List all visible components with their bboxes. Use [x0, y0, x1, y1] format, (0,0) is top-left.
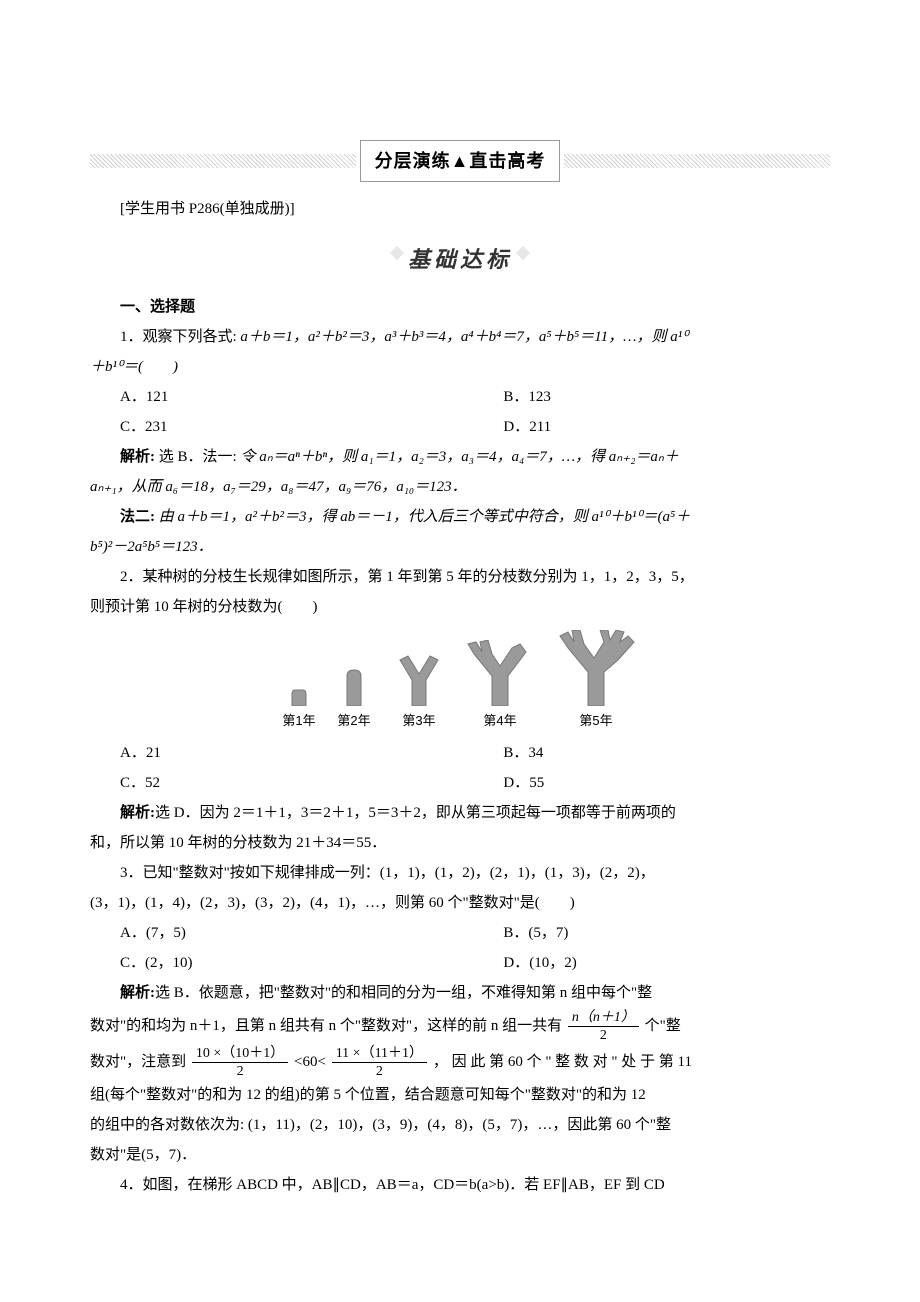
q3-ans-p3a: 数对"，注意到: [90, 1054, 186, 1070]
q2-answer-label: 解析:: [120, 805, 155, 821]
tree-icon-3: [392, 650, 446, 706]
q3-ans-p2a: 数对"的和均为 n＋1，且第 n 组共有 n 个"整数对"，这样的前 n 组一共…: [90, 1018, 562, 1034]
q3-choice-d: D．(10，2): [503, 948, 830, 978]
tree-label-2: 第2年: [334, 708, 374, 734]
q3-choices-row2: C．(2，10) D．(10，2): [120, 948, 830, 978]
q3-explain-2: 数对"的和均为 n＋1，且第 n 组共有 n 个"整数对"，这样的前 n 组一共…: [90, 1008, 830, 1044]
q3-frac2-den: 2: [192, 1063, 288, 1079]
q2-choice-a: A．21: [120, 738, 503, 768]
q1-m2-line1: 由 a＋b＝1，a²＋b²＝3，得 ab＝－1，代入后三个等式中符合，则 a¹⁰…: [155, 509, 690, 525]
section-heading: 一、选择题: [90, 292, 830, 322]
tree-label-3: 第3年: [392, 708, 446, 734]
q1-stem-math: a＋b＝1，a²＋b²＝3，a³＋b³＝4，a⁴＋b⁴＝7，a⁵＋b⁵＝11，……: [240, 329, 688, 345]
q2-stem-line2: 则预计第 10 年树的分枝数为( ): [90, 592, 830, 622]
q1-choices-row2: C．231 D．211: [120, 412, 830, 442]
tree-year3: 第3年: [392, 650, 446, 734]
q1-answer-label: 解析:: [120, 449, 155, 465]
q1-choice-b: B．123: [503, 382, 830, 412]
q3-ans-p3b: ， 因 此 第 60 个 " 整 数 对 " 处 于 第 11: [433, 1054, 692, 1070]
q2-diagram: 第1年 第2年 第3年 第4年 第5年: [90, 630, 830, 734]
q3-ans-p3mid: <60<: [294, 1054, 326, 1070]
q1-explain-2: 法二: 由 a＋b＝1，a²＋b²＝3，得 ab＝－1，代入后三个等式中符合，则…: [90, 502, 830, 532]
q2-choice-c: C．52: [120, 768, 503, 798]
tree-icon-5: [554, 630, 638, 706]
q3-answer-label: 解析:: [120, 985, 155, 1001]
q1-stem-line2: ＋b¹⁰＝( ): [90, 352, 830, 382]
q3-explain-1: 解析:选 B．依题意，把"整数对"的和相同的分为一组，不难得知第 n 组中每个"…: [90, 978, 830, 1008]
q2-ans-line2: 和，所以第 10 年树的分枝数为 21＋34＝55．: [90, 828, 830, 858]
tree-year2: 第2年: [334, 664, 374, 734]
banner-hatch-left: [90, 154, 356, 168]
tree-label-1: 第1年: [282, 708, 316, 734]
q1-m1-line1: 令 aₙ＝aⁿ＋bⁿ，则 a₁＝1，a₂＝3，a₃＝4，a₄＝7，…，得 aₙ₊…: [237, 449, 679, 465]
q1-m2-label: 法二:: [120, 509, 155, 525]
q2-choice-b: B．34: [503, 738, 830, 768]
tree-label-5: 第5年: [554, 708, 638, 734]
q1-answer-head: 选 B．法一:: [159, 449, 237, 465]
tree-icon-2: [334, 664, 374, 706]
q2-stem-line1: 2．某种树的分枝生长规律如图所示，第 1 年到第 5 年的分枝数分别为 1，1，…: [90, 562, 830, 592]
q3-choice-a: A．(7，5): [120, 918, 503, 948]
q3-explain-3: 数对"，注意到 10 ×（10＋1） 2 <60< 11 ×（11＋1） 2 ，…: [90, 1044, 830, 1080]
q2-ans-line1: 选 D．因为 2＝1＋1，3＝2＋1，5＝3＋2，即从第三项起每一项都等于前两项…: [155, 805, 676, 821]
q3-ans-p5: 的组中的各对数依次为: (1，11)，(2，10)，(3，9)，(4，8)，(5…: [90, 1110, 830, 1140]
tree-label-4: 第4年: [464, 708, 536, 734]
tree-icon-4: [464, 640, 536, 706]
q3-stem-line1: 3．已知"整数对"按如下规律排成一列：(1，1)，(1，2)，(2，1)，(1，…: [90, 858, 830, 888]
q3-frac2-num: 10 ×（10＋1）: [192, 1046, 288, 1063]
q1-stem-line1: 1．观察下列各式: a＋b＝1，a²＋b²＝3，a³＋b³＝4，a⁴＋b⁴＝7，…: [90, 322, 830, 352]
tree-year4: 第4年: [464, 640, 536, 734]
q3-frac1-num: n（n＋1）: [568, 1010, 639, 1027]
student-book-note: [学生用书 P286(单独成册)]: [90, 194, 830, 224]
q3-stem-line2: (3，1)，(1，4)，(2，3)，(3，2)，(4，1)，…，则第 60 个"…: [90, 888, 830, 918]
q1-choices: A．121 B．123: [120, 382, 830, 412]
tree-icon-1: [282, 680, 316, 706]
q2-choices: A．21 B．34: [120, 738, 830, 768]
q1-m2-line2: b⁵)²－2a⁵b⁵＝123．: [90, 532, 830, 562]
q3-choice-b: B．(5，7): [503, 918, 830, 948]
q3-choice-c: C．(2，10): [120, 948, 503, 978]
tree-year1: 第1年: [282, 680, 316, 734]
q3-frac1: n（n＋1） 2: [568, 1010, 639, 1044]
q3-choices: A．(7，5) B．(5，7): [120, 918, 830, 948]
q3-frac2: 10 ×（10＋1） 2: [192, 1046, 288, 1080]
q1-stem-prefix: 1．观察下列各式:: [120, 329, 240, 345]
q3-ans-p2b: 个"整: [645, 1018, 681, 1034]
q3-ans-p1a: 选 B．依题意，把"整数对"的和相同的分为一组，不难得知第 n 组中每个"整: [155, 985, 652, 1001]
q2-choice-d: D．55: [503, 768, 830, 798]
q2-choices-row2: C．52 D．55: [120, 768, 830, 798]
q1-explain-1: 解析: 选 B．法一: 令 aₙ＝aⁿ＋bⁿ，则 a₁＝1，a₂＝3，a₃＝4，…: [90, 442, 830, 472]
q3-ans-p6: 数对"是(5，7)．: [90, 1140, 830, 1170]
q2-explain-1: 解析:选 D．因为 2＝1＋1，3＝2＋1，5＝3＋2，即从第三项起每一项都等于…: [90, 798, 830, 828]
q3-ans-p4: 组(每个"整数对"的和为 12 的组)的第 5 个位置，结合题意可知每个"整数对…: [90, 1080, 830, 1110]
q1-choice-a: A．121: [120, 382, 503, 412]
banner-hatch-right: [564, 154, 830, 168]
banner-title: 分层演练▲直击高考: [360, 140, 561, 182]
q1-m1-line2: aₙ₊₁，从而 a₆＝18，a₇＝29，a₈＝47，a₉＝76，a₁₀＝123．: [90, 472, 830, 502]
q3-frac1-den: 2: [568, 1027, 639, 1043]
q1-choice-c: C．231: [120, 412, 503, 442]
q3-frac3-den: 2: [332, 1063, 427, 1079]
q4-stem: 4．如图，在梯形 ABCD 中，AB∥CD，AB＝a，CD＝b(a>b)．若 E…: [90, 1170, 830, 1200]
q1-choice-d: D．211: [503, 412, 830, 442]
q3-frac3: 11 ×（11＋1） 2: [332, 1046, 427, 1080]
sub-banner: 基础达标: [402, 238, 518, 282]
q3-frac3-num: 11 ×（11＋1）: [332, 1046, 427, 1063]
tree-year5: 第5年: [554, 630, 638, 734]
